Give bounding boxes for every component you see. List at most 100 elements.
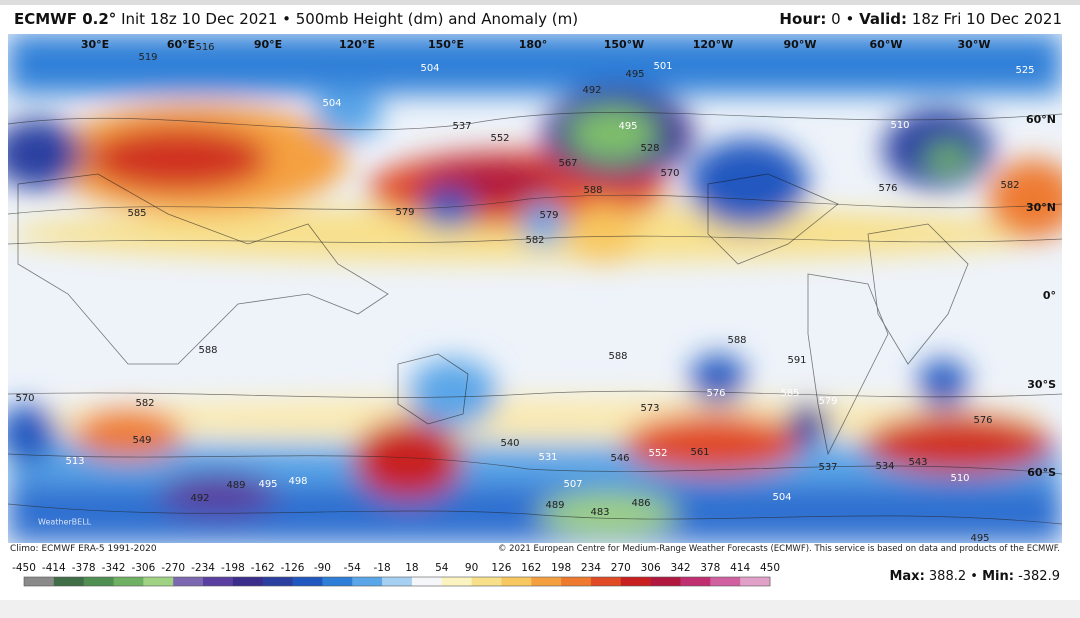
colorbar-segment — [322, 577, 353, 586]
contour-label: 576 — [878, 183, 897, 194]
colorbar-tick-label: 126 — [491, 562, 511, 574]
anomaly-field — [8, 34, 1062, 543]
colorbar-segment — [710, 577, 741, 586]
valid: 18z Fri 10 Dec 2021 — [911, 10, 1062, 28]
max-value: 388.2 — [928, 569, 967, 584]
colorbar-tick-label: 414 — [730, 562, 750, 574]
colorbar-segment — [650, 577, 681, 586]
header-right: Hour: 0 • Valid: 18z Fri 10 Dec 2021 — [779, 10, 1062, 28]
model: ECMWF 0.2° — [14, 10, 117, 28]
contour-label: 570 — [15, 393, 34, 404]
contour-label: 483 — [590, 507, 609, 518]
copyright: © 2021 European Centre for Medium-Range … — [497, 544, 1060, 554]
coastlines — [17, 173, 969, 456]
contour-label: 588 — [727, 335, 746, 346]
longitude-label: 150°W — [604, 38, 645, 51]
contour-label: 531 — [538, 452, 557, 463]
longitude-label: 60°E — [167, 38, 195, 51]
colorbar-tick-label: 90 — [465, 562, 478, 574]
colorbar-tick-label: 270 — [611, 562, 631, 574]
contour-label: 546 — [610, 453, 629, 464]
colorbar-tick-label: 234 — [581, 562, 601, 574]
longitude-label: 180° — [519, 38, 547, 51]
colorbar-tick-label: 450 — [760, 562, 780, 574]
contour-label: 489 — [545, 500, 564, 511]
colorbar-segment — [232, 577, 264, 586]
contour-label: 525 — [1015, 65, 1034, 76]
contour-label: 498 — [288, 476, 307, 487]
contour-label: 534 — [875, 461, 894, 472]
contour-label: 516 — [195, 42, 214, 53]
contour-label: 549 — [132, 435, 151, 446]
colorbar-tick-label: -162 — [251, 562, 275, 574]
min-label: Min: — [982, 569, 1014, 584]
separator: • — [845, 10, 855, 28]
colorbar-segment — [441, 577, 473, 586]
contours — [8, 112, 1062, 525]
header-left: ECMWF 0.2° Init 18z 10 Dec 2021 • 500mb … — [14, 10, 578, 28]
colorbar-segment — [83, 577, 115, 586]
colorbar-tick-label: 54 — [435, 562, 449, 574]
hour: 0 — [831, 10, 841, 28]
contour-label: 543 — [908, 457, 927, 468]
contour-label: 573 — [640, 403, 659, 414]
contour-label: 513 — [65, 456, 84, 467]
contour-label: 486 — [631, 498, 650, 509]
longitude-label: 60°W — [870, 38, 903, 51]
colorbar-segment — [620, 577, 652, 586]
colorbar-segment — [411, 577, 443, 586]
contour-label: 585 — [780, 388, 799, 399]
contour-label: 504 — [772, 492, 791, 503]
contour-label: 576 — [973, 415, 992, 426]
contour-label: 507 — [563, 479, 582, 490]
contour-label: 552 — [490, 133, 509, 144]
colorbar-tick-label: 306 — [641, 562, 661, 574]
colorbar-tick-label: -378 — [72, 562, 96, 574]
latitude-label: 0° — [1043, 289, 1056, 302]
contour-label: 495 — [618, 121, 637, 132]
colorbar-segment — [740, 577, 771, 586]
colorbar-segment — [352, 577, 383, 586]
longitude-label: 120°E — [339, 38, 375, 51]
contour-label: 495 — [970, 533, 989, 543]
colorbar-tick-label: 18 — [405, 562, 418, 574]
colorbar-tick-label: 198 — [551, 562, 571, 574]
colorbar-segment — [262, 577, 294, 586]
colorbar-segment — [471, 577, 502, 586]
colorbar-segment — [173, 577, 204, 586]
contour-label: 579 — [395, 207, 414, 218]
contour-label: 492 — [190, 493, 209, 504]
colorbar-tick-label: -234 — [191, 562, 215, 574]
latitude-label: 30°S — [1027, 378, 1056, 391]
min-value: -382.9 — [1018, 569, 1060, 584]
valid-label: Valid: — [859, 10, 908, 28]
contour-label: 501 — [653, 61, 672, 72]
subtitle: Init 18z 10 Dec 2021 • 500mb Height (dm)… — [121, 10, 579, 28]
colorbar-segment — [53, 577, 85, 586]
colorbar-border — [23, 576, 771, 587]
contour-label: 504 — [322, 98, 341, 109]
colorbar-tick-label: -342 — [102, 562, 126, 574]
latitude-label: 60°S — [1027, 466, 1056, 479]
watermark: WeatherBELL — [38, 518, 92, 527]
contour-label: 519 — [138, 52, 157, 63]
colorbar-segment — [561, 577, 592, 586]
contour-label: 570 — [660, 168, 679, 179]
contour-label: 504 — [420, 63, 439, 74]
contour-label: 489 — [226, 480, 245, 491]
contour-label: 582 — [1000, 180, 1019, 191]
contour-label: 582 — [525, 235, 544, 246]
contour-label: 576 — [706, 388, 725, 399]
colorbar-segment — [501, 577, 532, 586]
contour-label: 537 — [818, 462, 837, 473]
latitude-label: 60°N — [1026, 113, 1056, 126]
colorbar-tick-label: -126 — [281, 562, 305, 574]
contour-label: 588 — [583, 185, 602, 196]
hour-label: Hour: — [779, 10, 827, 28]
longitude-label: 30°W — [958, 38, 991, 51]
colorbar-segment — [590, 577, 622, 586]
colorbar-tick-label: -306 — [131, 562, 155, 574]
colorbar-segment — [24, 577, 55, 586]
colorbar-segment — [382, 577, 413, 586]
